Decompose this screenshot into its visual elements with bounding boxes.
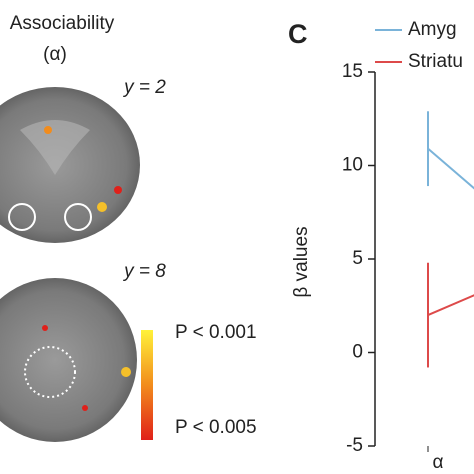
- legend-label: Amyg: [408, 19, 457, 40]
- activation: [114, 186, 122, 194]
- y-tick-label: 5: [352, 248, 363, 269]
- slice-label: y = 8: [122, 261, 166, 282]
- panel-label: C: [288, 19, 308, 49]
- roi-circle: [64, 203, 92, 231]
- slice-label: y = 2: [122, 77, 166, 98]
- activation: [42, 325, 48, 331]
- y-tick-label: 0: [352, 342, 363, 363]
- colorbar-label: P < 0.001: [175, 322, 257, 343]
- activation: [121, 367, 131, 377]
- colorbar-label: P < 0.005: [175, 417, 257, 438]
- roi-circle: [8, 203, 36, 231]
- activation: [44, 126, 52, 134]
- y-tick-label: 15: [342, 61, 363, 82]
- series-line: [427, 294, 474, 317]
- activation: [97, 202, 107, 212]
- series-line: [427, 147, 474, 190]
- brain-panel: Associability (α) y = 2 y = 8 P < 0.001 …: [0, 13, 257, 442]
- activation: [82, 405, 88, 411]
- brain-slice: [0, 278, 137, 442]
- y-axis-label: β values: [291, 226, 312, 297]
- x-tick-label: α: [433, 452, 444, 473]
- y-tick-label: -5: [346, 435, 363, 456]
- brain-slice: [0, 87, 140, 243]
- y-tick-label: 10: [342, 155, 363, 176]
- panel-title: Associability: [10, 13, 115, 34]
- colorbar: [141, 330, 153, 440]
- panel-subtitle: (α): [43, 44, 67, 65]
- brain-structure: [20, 120, 90, 175]
- legend-label: Striatu: [408, 51, 463, 72]
- roi-circle: [24, 346, 76, 398]
